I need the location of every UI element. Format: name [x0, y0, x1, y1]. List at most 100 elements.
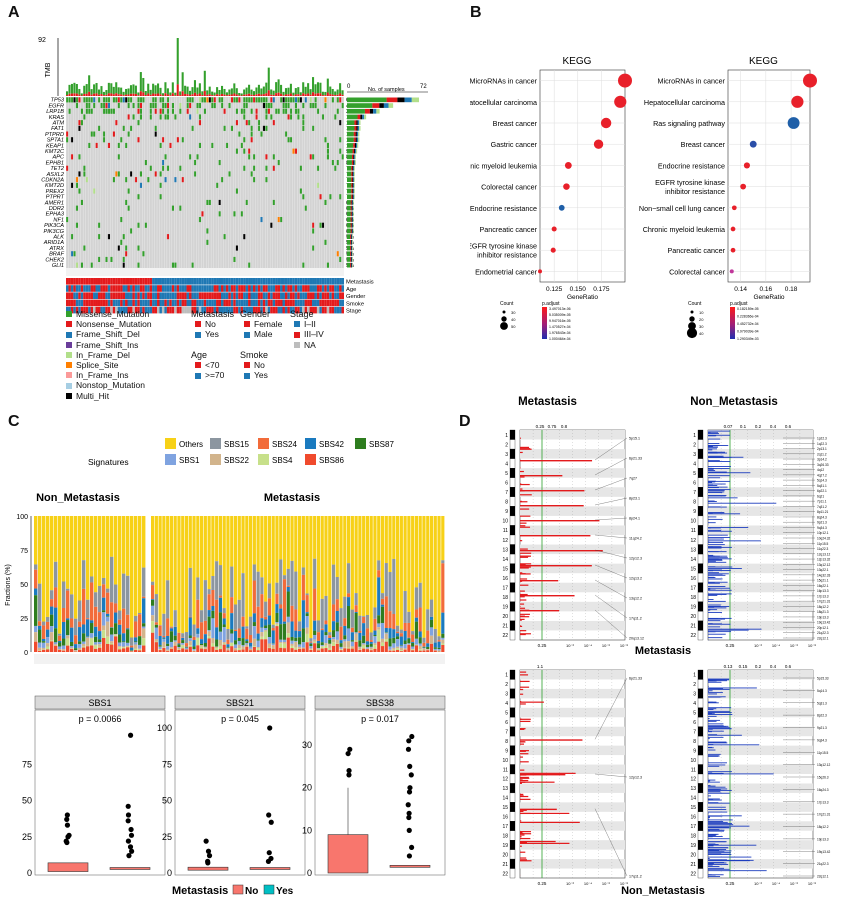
signature-bar-seg	[106, 588, 110, 593]
clinical-cell	[336, 285, 340, 292]
clinical-cell	[68, 299, 71, 307]
clinical-cell	[117, 285, 121, 292]
mutation-cell	[321, 222, 325, 228]
signature-bar-seg	[301, 647, 305, 649]
clinical-track-label: Age	[346, 287, 356, 293]
signature-bar-seg	[106, 592, 110, 614]
signature-bar-seg	[418, 607, 422, 632]
gistic-bar	[708, 681, 722, 683]
signature-bar-seg	[162, 639, 166, 642]
clinical-cell	[184, 278, 187, 285]
clinical-cell	[179, 292, 182, 299]
signature-bar-seg	[142, 623, 146, 627]
clinical-cell	[312, 292, 315, 299]
signature-bar-seg	[138, 650, 142, 652]
gistic-bar	[708, 568, 742, 570]
gistic-bar	[708, 848, 727, 850]
signature-bar-seg	[365, 641, 370, 645]
chromosome-label: 4	[505, 701, 508, 707]
clinical-cell	[88, 285, 91, 292]
gistic-bar	[520, 625, 523, 627]
mutation-cell	[75, 97, 79, 103]
box-outlier	[203, 838, 209, 844]
gistic-bar	[520, 618, 525, 620]
gistic-bar	[520, 593, 528, 596]
signature-bar-seg	[403, 591, 407, 623]
mutation-cell	[299, 188, 302, 194]
clinical-cell	[181, 306, 185, 314]
signature-bar-seg	[200, 622, 204, 640]
clinical-cell	[102, 299, 106, 307]
signature-bar-seg	[222, 642, 226, 644]
clinical-cell	[73, 292, 76, 299]
gistic-bar	[708, 764, 726, 766]
signature-bar-seg	[271, 645, 275, 648]
signature-bar-seg	[316, 648, 321, 650]
gistic-bar	[708, 786, 726, 788]
gistic-bar	[708, 845, 714, 847]
chromosome-label: 3	[693, 452, 696, 458]
gistic-bar	[520, 470, 524, 473]
kegg-dot	[729, 269, 734, 274]
mutation-cell	[233, 256, 236, 262]
mutation-cell	[289, 137, 293, 143]
gistic-bar	[520, 718, 531, 720]
tmb-bar	[314, 84, 317, 94]
tmb-bar-seg	[294, 94, 297, 96]
chromosome-label: 20	[690, 852, 696, 858]
clinical-cell	[218, 306, 221, 314]
clinical-cell	[179, 306, 182, 314]
clinical-cell	[218, 299, 221, 307]
signature-bar-seg	[241, 645, 245, 647]
clinical-cell	[223, 278, 226, 285]
mutation-cell	[294, 97, 298, 103]
sample-bar-seg	[347, 194, 352, 200]
mutation-cell	[193, 171, 197, 177]
gistic-peak-label: 6q21	[817, 494, 824, 498]
signature-bar-seg	[230, 642, 234, 647]
gistic-bar	[708, 753, 721, 755]
signature-bar-seg	[82, 624, 86, 634]
sample-bar-seg	[355, 148, 357, 154]
tmb-bar-seg	[154, 93, 157, 96]
signature-bar-seg	[177, 643, 181, 645]
mutation-cell	[297, 97, 300, 103]
clinical-cell	[216, 299, 219, 307]
mutation-cell	[319, 222, 322, 228]
signature-bar-seg	[90, 576, 94, 583]
chromosome-label: 8	[505, 739, 508, 745]
gistic-peak-label: 19q13.42	[817, 850, 831, 854]
gistic-peak-label: 8p11.21	[817, 510, 829, 514]
clinical-cell	[230, 299, 234, 307]
signature-bar-seg	[215, 646, 219, 649]
sample-bar-seg	[347, 240, 351, 245]
signature-bar-seg	[331, 646, 336, 652]
gistic-bar	[708, 631, 732, 633]
gistic-bar	[708, 834, 717, 836]
gistic-bar	[708, 818, 709, 820]
legend-missense: Missense_Mutation	[76, 309, 150, 319]
box-strip-title: SBS38	[366, 698, 394, 708]
signature-bar-seg	[422, 647, 426, 648]
gistic-bar	[708, 559, 723, 561]
clinical-cell	[157, 292, 160, 299]
clinical-cell	[85, 285, 89, 292]
signature-bar-seg	[279, 642, 283, 644]
gistic-bar	[708, 487, 719, 489]
tmb-bar-seg	[129, 93, 133, 96]
signature-bar-seg	[313, 634, 317, 640]
signature-bar-seg	[309, 638, 313, 642]
signature-bar-seg	[226, 647, 230, 649]
signature-bar-seg	[50, 640, 54, 642]
clinical-cell	[93, 285, 96, 292]
signature-bar-seg	[301, 516, 305, 568]
tmb-bar	[93, 84, 96, 94]
mutation-cell	[149, 165, 152, 171]
gistic-bar	[708, 734, 718, 736]
gistic-bar	[520, 494, 532, 496]
sample-bar-seg	[352, 234, 353, 239]
signature-bar-seg	[211, 610, 215, 619]
tmb-bar-seg	[105, 94, 108, 96]
signature-bar-seg	[320, 628, 324, 631]
clinical-cell	[319, 299, 322, 307]
